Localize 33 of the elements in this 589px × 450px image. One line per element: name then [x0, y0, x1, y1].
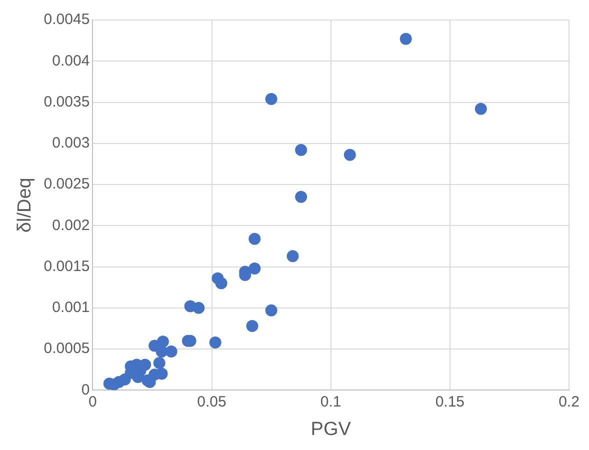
y-tick-label: 0.001 — [52, 299, 90, 316]
point — [246, 320, 258, 332]
point — [474, 102, 487, 115]
point — [295, 144, 308, 156]
point — [192, 302, 205, 314]
y-tick-label: 0.0005 — [44, 340, 90, 358]
point — [265, 304, 278, 316]
point — [156, 346, 168, 358]
y-axis-title: δl/Deq — [14, 178, 36, 233]
x-tick-label: 0.1 — [320, 393, 342, 410]
y-tick-label: 0.002 — [52, 216, 90, 234]
point — [286, 250, 299, 262]
point — [165, 346, 178, 358]
x-tick-label: 0.05 — [197, 393, 226, 410]
y-tick-label: 0.003 — [52, 134, 90, 152]
point — [215, 277, 228, 290]
y-tick-label: 0 — [81, 381, 90, 398]
x-tick-label: 0.2 — [558, 393, 580, 410]
point — [344, 148, 356, 161]
point — [248, 232, 261, 245]
y-tick-label: 0.0035 — [44, 93, 90, 110]
x-axis-title: PGV — [310, 418, 352, 440]
point — [209, 336, 222, 348]
y-tick-label: 0.0015 — [44, 258, 90, 275]
point — [265, 92, 278, 105]
y-tick-label: 0.0025 — [44, 176, 90, 193]
point — [400, 32, 412, 45]
x-tick-label: 0.15 — [435, 393, 465, 410]
y-tick-label: 0.0045 — [44, 11, 90, 28]
point — [295, 190, 308, 203]
point — [248, 262, 261, 274]
point — [153, 357, 166, 370]
y-tick-label: 0.004 — [52, 52, 90, 70]
